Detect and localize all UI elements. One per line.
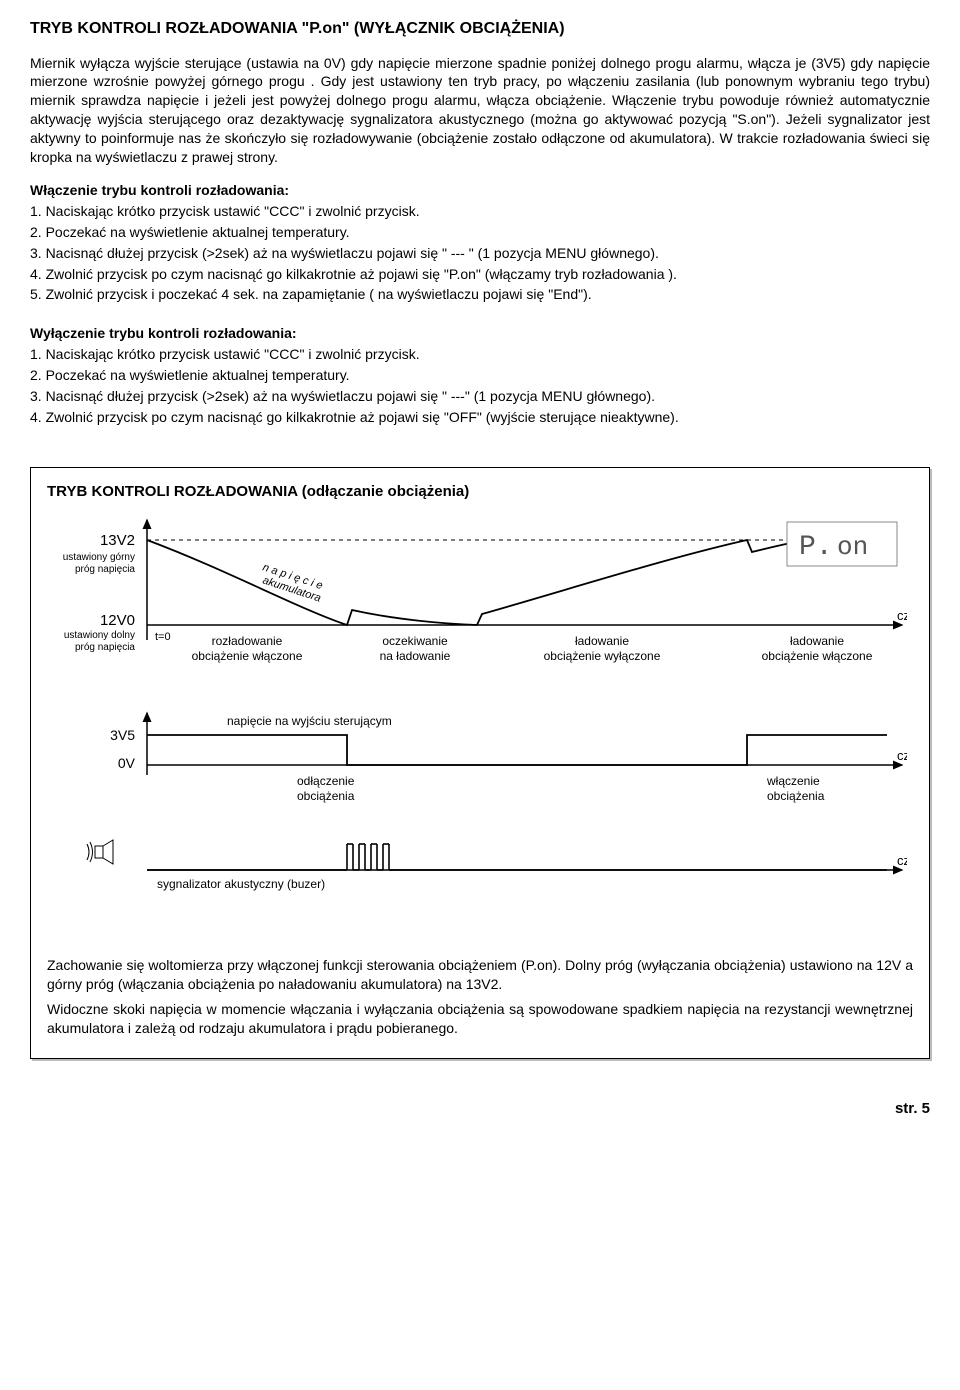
diagram-title: TRYB KONTROLI ROZŁADOWANIA (odłączanie o… — [47, 482, 913, 502]
svg-text:obciążenia: obciążenia — [767, 789, 825, 803]
enable-step-5: 5. Zwolnić przycisk i poczekać 4 sek. na… — [30, 285, 930, 304]
svg-text:czas: czas — [897, 608, 907, 623]
svg-text:0V: 0V — [118, 755, 136, 771]
label-12v0: 12V0 — [100, 612, 135, 629]
svg-text:obciążenie wyłączone: obciążenie wyłączone — [544, 649, 661, 663]
enable-step-2: 2. Poczekać na wyświetlenie aktualnej te… — [30, 223, 930, 242]
diagram-footer-2: Widoczne skoki napięcia w momencie włącz… — [47, 1000, 913, 1038]
disable-step-2: 2. Poczekać na wyświetlenie aktualnej te… — [30, 366, 930, 385]
svg-text:na ładowanie: na ładowanie — [380, 649, 451, 663]
speaker-icon — [87, 840, 113, 864]
svg-text:sygnalizator akustyczny (buzer: sygnalizator akustyczny (buzer) — [157, 877, 325, 891]
svg-text:próg napięcia: próg napięcia — [75, 564, 135, 575]
svg-text:odłączenie: odłączenie — [297, 774, 355, 788]
display-pon: P. on — [787, 522, 897, 566]
svg-text:on: on — [837, 532, 868, 562]
svg-text:ustawiony górny: ustawiony górny — [63, 552, 135, 563]
svg-text:próg napięcia: próg napięcia — [75, 642, 135, 653]
discharge-diagram: 13V2 ustawiony górny próg napięcia 12V0 … — [47, 510, 907, 950]
page-title: TRYB KONTROLI ROZŁADOWANIA "P.on" (WYŁĄC… — [30, 18, 930, 40]
enable-step-4: 4. Zwolnić przycisk po czym nacisnąć go … — [30, 265, 930, 284]
svg-text:ładowanie: ładowanie — [790, 634, 844, 648]
svg-text:oczekiwanie: oczekiwanie — [382, 634, 448, 648]
svg-text:rozładowanie: rozładowanie — [212, 634, 283, 648]
intro-paragraph: Miernik wyłącza wyjście sterujące (ustaw… — [30, 54, 930, 167]
svg-text:włączenie: włączenie — [766, 774, 820, 788]
svg-text:czas: czas — [897, 853, 907, 868]
disable-step-3: 3. Nacisnąć dłużej przycisk (>2sek) aż n… — [30, 387, 930, 406]
svg-text:ładowanie: ładowanie — [575, 634, 629, 648]
svg-text:3V5: 3V5 — [110, 727, 135, 743]
svg-text:P.: P. — [799, 532, 833, 563]
disable-step-1: 1. Naciskając krótko przycisk ustawić "C… — [30, 345, 930, 364]
diagram-container: TRYB KONTROLI ROZŁADOWANIA (odłączanie o… — [30, 467, 930, 1059]
enable-step-1: 1. Naciskając krótko przycisk ustawić "C… — [30, 202, 930, 221]
enable-step-3: 3. Nacisnąć dłużej przycisk (>2sek) aż n… — [30, 244, 930, 263]
svg-text:obciążenie włączone: obciążenie włączone — [192, 649, 303, 663]
disable-heading: Wyłączenie trybu kontroli rozładowania: — [30, 324, 930, 343]
label-t0: t=0 — [155, 631, 171, 643]
diagram-footer-1: Zachowanie się woltomierza przy włączone… — [47, 956, 913, 994]
svg-text:ustawiony dolny: ustawiony dolny — [64, 630, 135, 641]
disable-step-4: 4. Zwolnić przycisk po czym nacisnąć go … — [30, 408, 930, 427]
svg-text:czas: czas — [897, 748, 907, 763]
svg-text:obciążenia: obciążenia — [297, 789, 355, 803]
enable-heading: Włączenie trybu kontroli rozładowania: — [30, 181, 930, 200]
page-number: str. 5 — [30, 1099, 930, 1119]
label-13v2: 13V2 — [100, 532, 135, 549]
svg-text:napięcie na wyjściu sterującym: napięcie na wyjściu sterującym — [227, 714, 392, 728]
svg-text:obciążenie włączone: obciążenie włączone — [762, 649, 873, 663]
